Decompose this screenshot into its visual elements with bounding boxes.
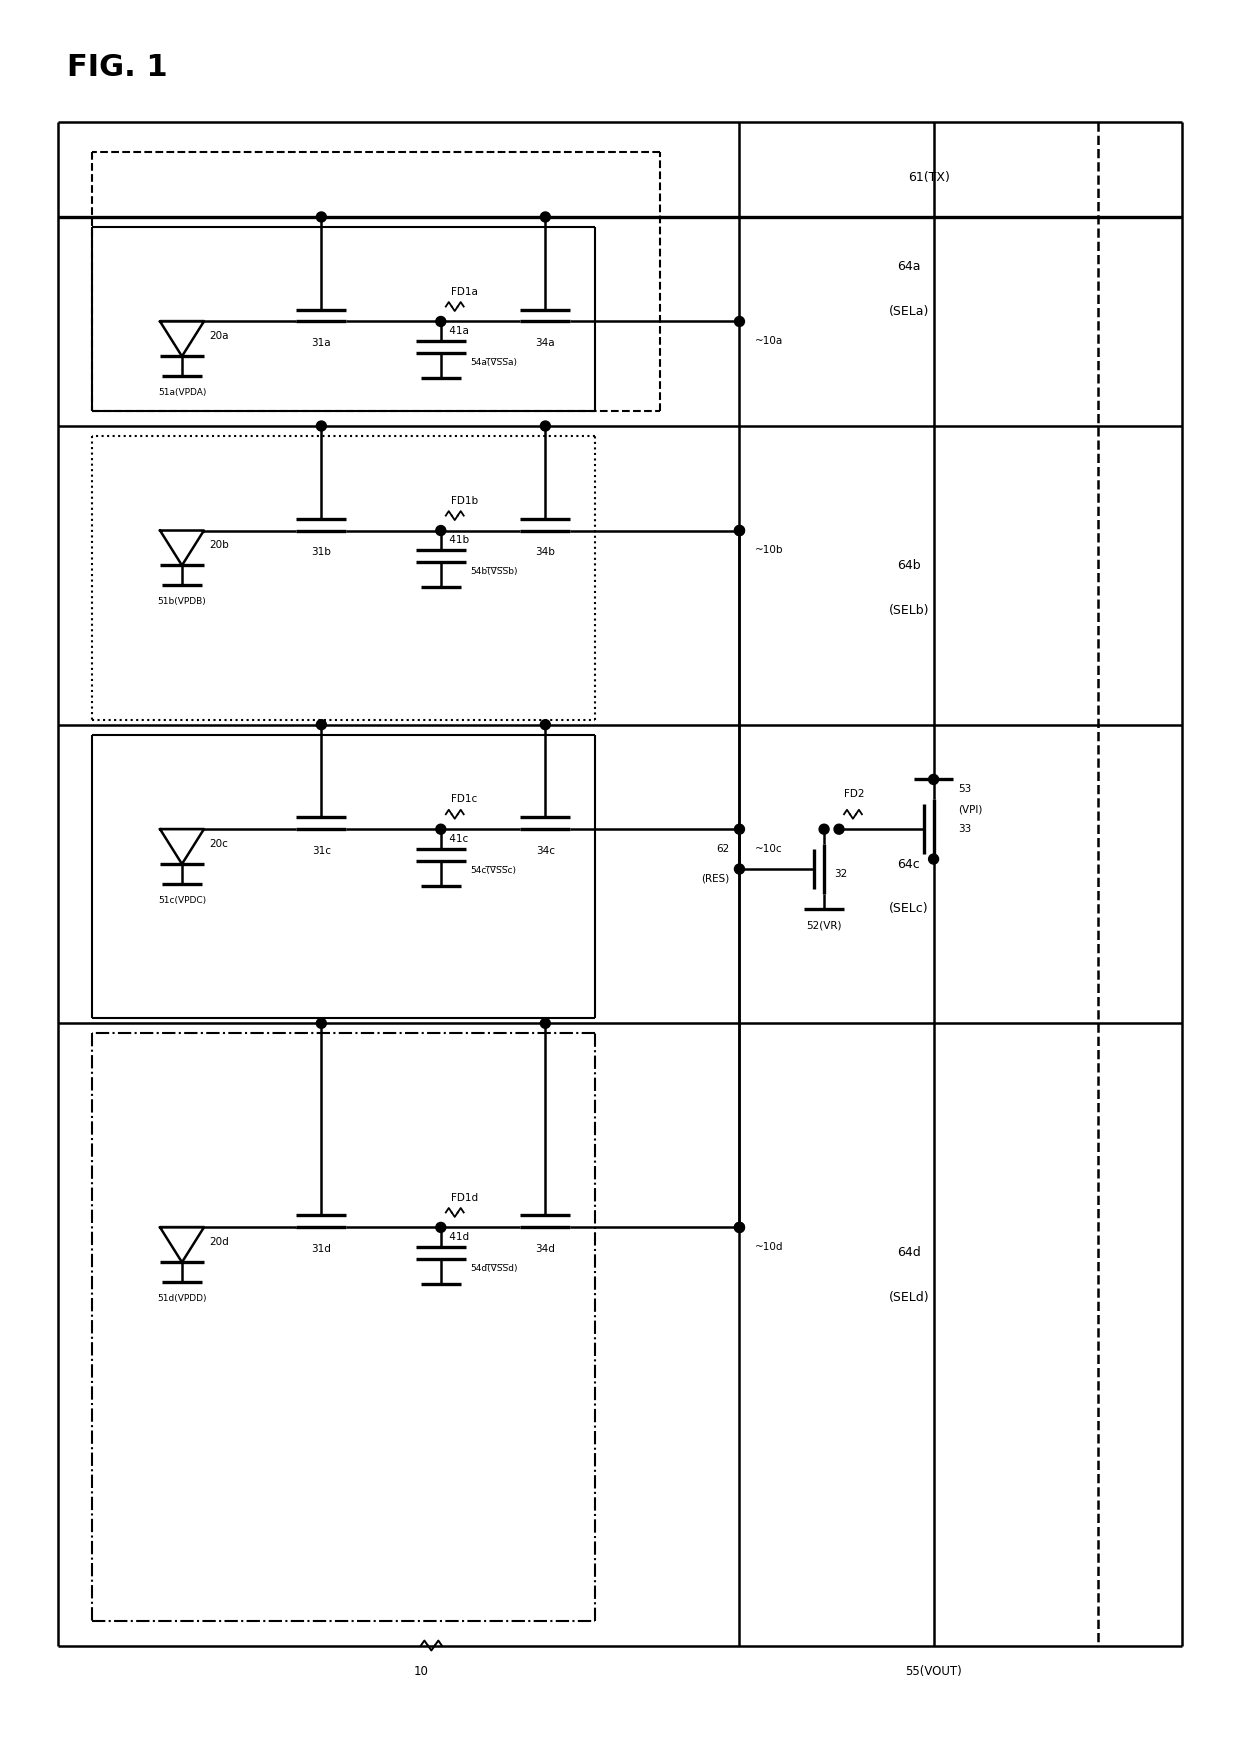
Text: (VPI): (VPI) xyxy=(959,804,983,814)
Text: 10: 10 xyxy=(413,1666,428,1678)
Circle shape xyxy=(734,525,744,535)
Text: 34d: 34d xyxy=(536,1243,556,1254)
Text: 31d: 31d xyxy=(311,1243,331,1254)
Text: 64b: 64b xyxy=(897,558,920,572)
Text: ~10b: ~10b xyxy=(754,546,782,555)
Text: 41b: 41b xyxy=(446,535,469,546)
Text: 61(TX): 61(TX) xyxy=(908,171,950,183)
Text: 31b: 31b xyxy=(311,548,331,558)
Polygon shape xyxy=(160,1228,203,1263)
Text: FD1d: FD1d xyxy=(451,1193,477,1203)
Text: 51d(VPDD): 51d(VPDD) xyxy=(157,1294,207,1303)
Circle shape xyxy=(734,316,744,326)
Text: 51b(VPDB): 51b(VPDB) xyxy=(157,596,206,607)
Text: 64a: 64a xyxy=(897,260,920,274)
Text: 52(VR): 52(VR) xyxy=(806,921,842,931)
Text: 20b: 20b xyxy=(208,541,228,551)
Circle shape xyxy=(541,720,551,729)
Circle shape xyxy=(734,863,744,874)
Circle shape xyxy=(435,1223,446,1233)
Text: ~10a: ~10a xyxy=(754,337,782,347)
Text: ~10c: ~10c xyxy=(754,844,782,855)
Circle shape xyxy=(435,825,446,834)
Text: FD1a: FD1a xyxy=(451,286,477,296)
Text: 32: 32 xyxy=(835,869,847,879)
Text: FD1b: FD1b xyxy=(451,495,477,506)
Circle shape xyxy=(316,213,326,221)
Circle shape xyxy=(316,420,326,431)
Text: 20a: 20a xyxy=(208,331,228,342)
Text: 20c: 20c xyxy=(208,839,228,849)
Text: ~10d: ~10d xyxy=(754,1242,782,1252)
Circle shape xyxy=(541,420,551,431)
Text: 34c: 34c xyxy=(536,846,554,856)
Text: 51a(VPDA): 51a(VPDA) xyxy=(157,389,206,398)
Circle shape xyxy=(929,855,939,863)
Text: 54a(̅V̅S̅S̅a): 54a(̅V̅S̅S̅a) xyxy=(471,358,517,368)
Text: 31c: 31c xyxy=(311,846,331,856)
Text: 64d: 64d xyxy=(897,1245,920,1259)
Text: 41d: 41d xyxy=(446,1233,469,1242)
Circle shape xyxy=(734,1223,744,1233)
Circle shape xyxy=(435,316,446,326)
Circle shape xyxy=(734,825,744,834)
Text: FIG. 1: FIG. 1 xyxy=(67,52,169,82)
Text: (SELc): (SELc) xyxy=(889,902,929,916)
Polygon shape xyxy=(160,828,203,863)
Polygon shape xyxy=(160,530,203,565)
Text: (RES): (RES) xyxy=(702,874,729,884)
Circle shape xyxy=(734,1223,744,1233)
Circle shape xyxy=(929,774,939,785)
Text: 41a: 41a xyxy=(446,326,469,337)
Text: 33: 33 xyxy=(959,825,972,834)
Circle shape xyxy=(316,720,326,729)
Text: (SELa): (SELa) xyxy=(889,305,929,317)
Text: 54c(̅V̅S̅S̅c): 54c(̅V̅S̅S̅c) xyxy=(471,867,517,875)
Text: FD2: FD2 xyxy=(844,790,864,799)
Text: 64c: 64c xyxy=(898,858,920,870)
Text: FD1c: FD1c xyxy=(451,794,477,804)
Text: 53: 53 xyxy=(959,785,972,794)
Text: 34a: 34a xyxy=(536,338,556,349)
Text: 20d: 20d xyxy=(208,1236,228,1247)
Circle shape xyxy=(435,525,446,535)
Text: 54b(̅V̅S̅S̅b): 54b(̅V̅S̅S̅b) xyxy=(471,567,518,576)
Text: 34b: 34b xyxy=(536,548,556,558)
Text: 62: 62 xyxy=(717,844,729,855)
Circle shape xyxy=(835,825,844,834)
Text: (SELb): (SELb) xyxy=(888,603,929,617)
Circle shape xyxy=(541,1018,551,1029)
Text: 55(VOUT): 55(VOUT) xyxy=(905,1666,962,1678)
Text: 41c: 41c xyxy=(446,834,467,844)
Circle shape xyxy=(820,825,830,834)
Text: (SELd): (SELd) xyxy=(888,1291,929,1303)
Circle shape xyxy=(541,213,551,221)
Text: 31a: 31a xyxy=(311,338,331,349)
Polygon shape xyxy=(160,321,203,356)
Circle shape xyxy=(734,525,744,535)
Circle shape xyxy=(316,1018,326,1029)
Text: 54d(̅V̅S̅S̅d): 54d(̅V̅S̅S̅d) xyxy=(471,1264,518,1273)
Text: 51c(VPDC): 51c(VPDC) xyxy=(157,896,206,905)
